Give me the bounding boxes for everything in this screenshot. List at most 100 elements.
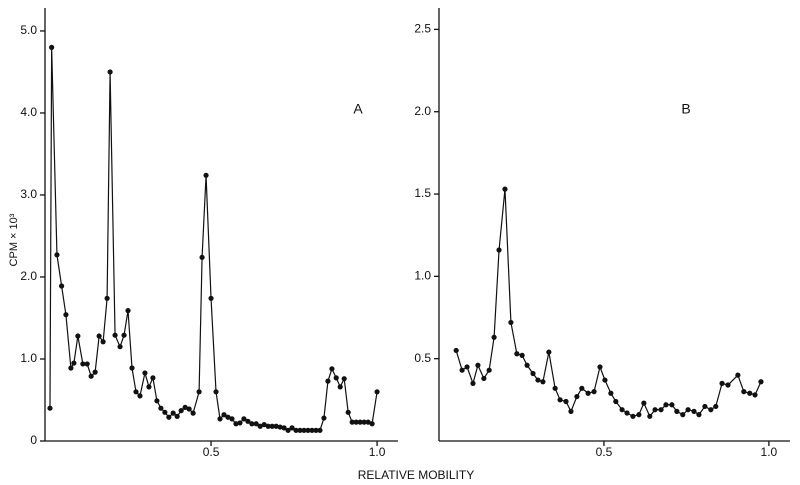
data-point (574, 393, 580, 400)
data-point (166, 414, 172, 420)
data-point (365, 419, 371, 425)
data-point (150, 375, 156, 381)
data-point (674, 408, 680, 414)
data-point (741, 389, 747, 395)
data-line (455, 189, 762, 418)
data-point (337, 384, 343, 390)
data-point (459, 367, 465, 373)
data-point (658, 407, 664, 413)
data-point (647, 413, 653, 419)
data-point (170, 410, 176, 416)
data-point (624, 410, 630, 416)
data-point (199, 254, 205, 260)
data-point (112, 332, 118, 338)
data-point (107, 69, 113, 75)
data-point (514, 351, 520, 357)
data-point (241, 416, 247, 422)
data-point (636, 412, 642, 418)
data-point (59, 283, 65, 289)
data-point (54, 252, 60, 258)
data-point (321, 415, 327, 421)
data-point (203, 172, 209, 178)
data-point (154, 398, 160, 404)
data-point (349, 419, 355, 425)
data-point (229, 416, 235, 422)
x-tick-label: 0.5 (203, 445, 220, 459)
data-point (747, 390, 753, 396)
data-point (568, 408, 574, 414)
data-point (92, 369, 98, 375)
y-tick-label: 0.5 (414, 351, 431, 365)
data-point (524, 362, 530, 368)
data-point (563, 398, 569, 405)
data-point (325, 378, 331, 384)
data-point (496, 247, 502, 253)
data-point (546, 349, 552, 355)
data-point (752, 392, 758, 398)
data-point (289, 425, 295, 431)
data-point (669, 402, 675, 408)
data-point (257, 423, 263, 429)
data-point (182, 404, 188, 410)
data-point (196, 389, 202, 395)
data-point (80, 361, 86, 367)
data-point (249, 421, 255, 427)
data-point (470, 380, 476, 386)
y-tick-label: 1.0 (414, 269, 431, 283)
data-point (341, 376, 347, 382)
data-point (535, 377, 541, 383)
data-point (100, 339, 106, 345)
data-point (735, 372, 741, 378)
data-point (369, 421, 375, 427)
data-point (245, 418, 251, 424)
data-point (374, 389, 380, 395)
data-point (758, 379, 764, 385)
data-point (233, 421, 239, 427)
y-tick-label: 2.0 (20, 269, 37, 283)
y-tick-label: 3.0 (20, 187, 37, 201)
y-tick-label: 1.0 (20, 351, 37, 365)
data-point (213, 389, 219, 395)
data-point (297, 427, 303, 433)
data-point (475, 362, 481, 368)
data-point (88, 373, 94, 379)
data-point (619, 407, 625, 413)
data-point (353, 419, 359, 425)
data-point (313, 427, 319, 433)
y-tick-label: 4.0 (20, 105, 37, 119)
data-point (696, 412, 702, 418)
x-tick-label: 1.0 (369, 445, 386, 459)
data-point (208, 295, 214, 301)
x-axis-label: RELATIVE MOBILITY (358, 468, 474, 482)
data-point (602, 377, 608, 383)
data-point (464, 364, 470, 370)
data-point (691, 408, 697, 414)
data-point (158, 405, 164, 411)
y-tick-label: 2.5 (414, 22, 431, 36)
data-point (301, 427, 307, 433)
data-point (508, 319, 514, 326)
data-point (293, 427, 299, 433)
data-point (174, 413, 180, 419)
data-point (317, 427, 323, 433)
data-point (96, 333, 102, 339)
y-axis-label: CPM × 10³ (8, 213, 20, 266)
data-point (591, 389, 597, 395)
data-point (237, 420, 243, 426)
data-point (125, 308, 131, 314)
data-point (309, 427, 315, 433)
y-tick-label: 0 (30, 433, 37, 447)
data-point (47, 405, 53, 411)
data-point (273, 423, 279, 429)
data-point (329, 366, 335, 372)
data-point (685, 407, 691, 413)
panel-label: B (681, 101, 690, 117)
data-point (486, 367, 492, 373)
data-point (597, 364, 603, 370)
x-tick-label: 1.0 (761, 445, 778, 459)
y-tick-label: 1.5 (414, 186, 431, 200)
data-point (708, 407, 714, 413)
data-point (579, 385, 585, 391)
data-point (68, 365, 74, 371)
